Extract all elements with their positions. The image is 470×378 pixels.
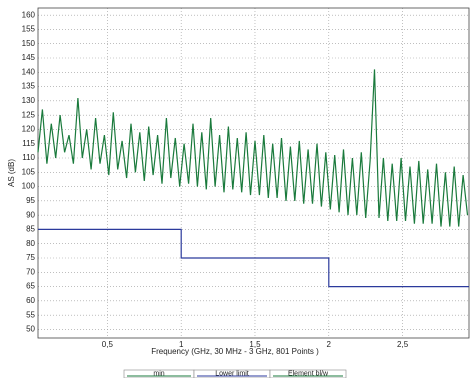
y-tick-label: 95 [26,196,35,205]
y-tick-label: 90 [26,210,35,219]
x-tick-label: 2,5 [397,340,409,349]
y-tick-label: 85 [26,225,35,234]
y-tick-label: 120 [22,125,36,134]
y-tick-label: 115 [22,139,35,148]
x-tick-label: 1,5 [249,340,261,349]
y-tick-label: 70 [26,267,35,276]
y-tick-label: 160 [22,10,36,19]
legend-box [269,369,347,378]
y-tick-label: 130 [22,96,36,105]
y-tick-label: 155 [22,25,36,34]
y-tick-label: 55 [26,310,35,319]
y-tick-label: 110 [22,153,35,162]
x-tick-label: 1 [179,340,184,349]
y-tick-label: 80 [26,239,35,248]
y-tick-label: 100 [22,182,36,191]
x-tick-label: 0,5 [102,340,114,349]
y-tick-label: 125 [22,110,36,119]
series-line [37,69,469,227]
legend-label: Element bl/w [288,370,329,377]
y-tick-label: 135 [22,82,36,91]
x-tick-label: 2 [327,340,332,349]
y-tick-label: 50 [26,325,35,334]
legend-label: Lower limit [215,370,249,377]
y-tick-label: 60 [26,296,35,305]
y-tick-label: 75 [26,253,35,262]
x-axis-title: Frequency (GHz, 30 MHz - 3 GHz, 801 Poin… [151,347,319,356]
legend-label: min [153,370,164,377]
series-line [38,228,469,288]
y-tick-label: 150 [22,39,36,48]
y-tick-label: 145 [22,53,36,62]
y-tick-label: 65 [26,282,35,291]
y-axis-title: AS (dB) [7,159,16,187]
plot-border [37,7,470,339]
y-tick-label: 140 [22,67,36,76]
y-tick-label: 105 [22,167,36,176]
